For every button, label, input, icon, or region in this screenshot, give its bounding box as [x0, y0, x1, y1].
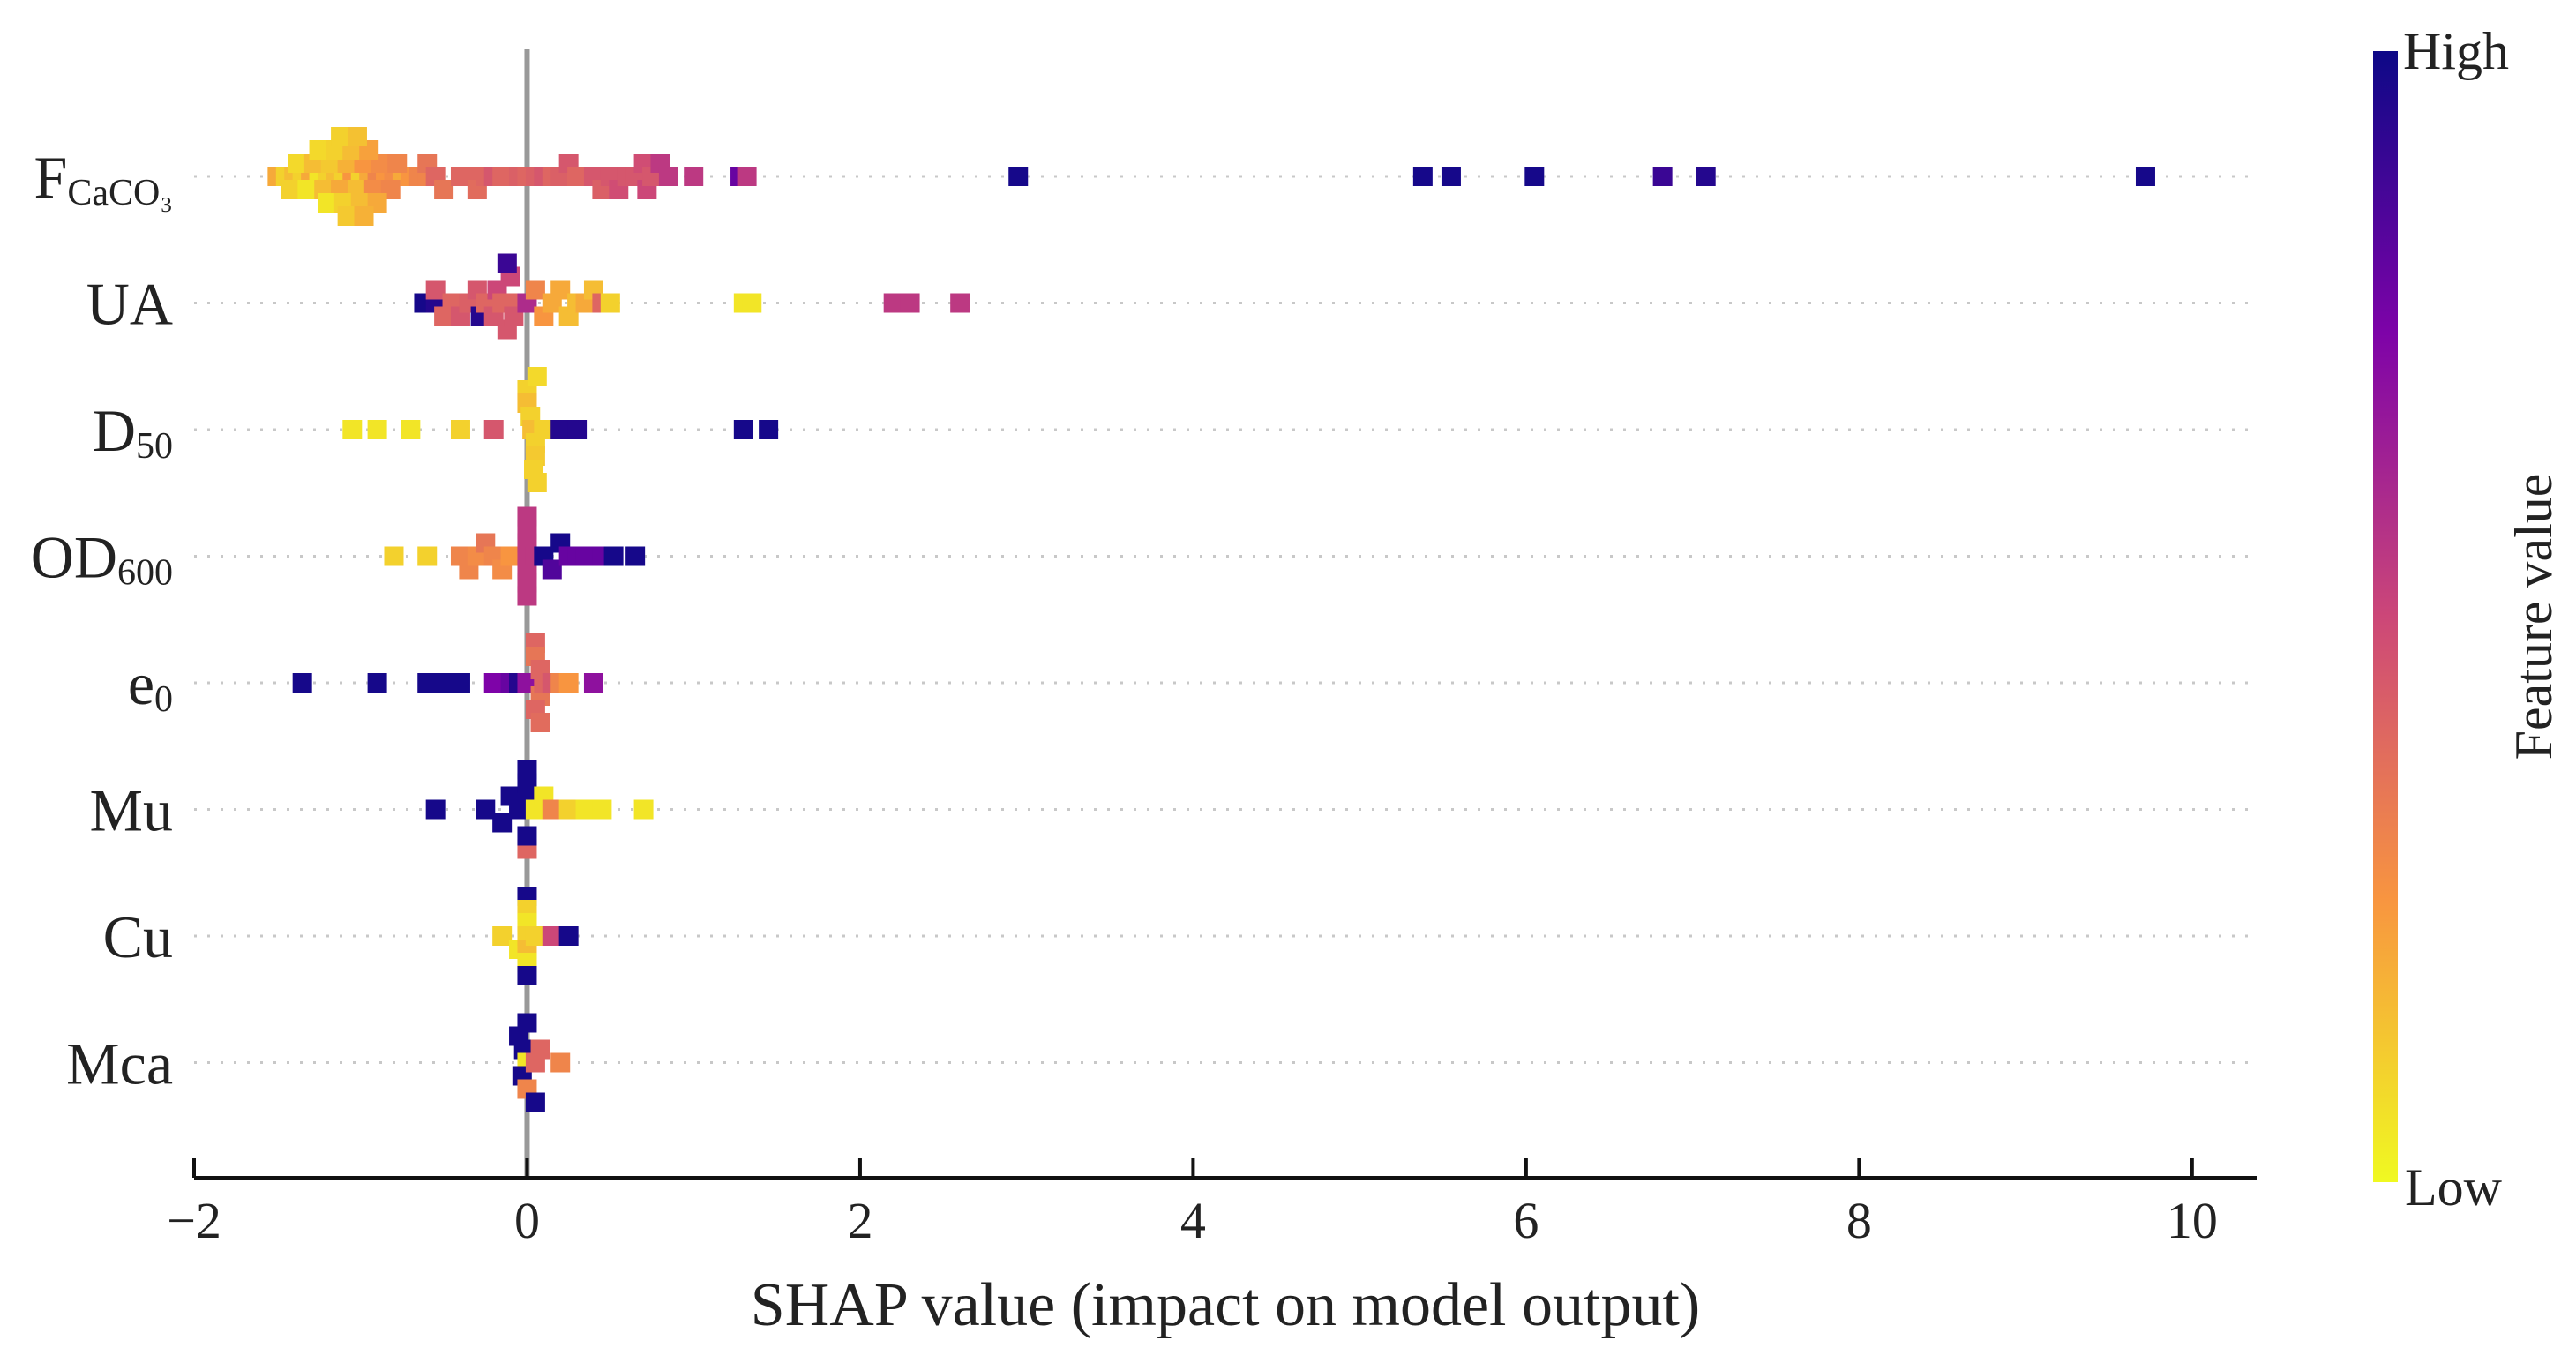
shap-point [483, 673, 504, 693]
feature-label-od: OD600 [31, 524, 173, 594]
shap-point [297, 180, 318, 199]
shap-point [525, 1092, 545, 1112]
shap-point [1412, 167, 1433, 186]
shap-point [527, 473, 547, 492]
shap-point [583, 673, 603, 693]
feature-label-d: D50 [93, 397, 173, 467]
shap-point [401, 420, 421, 439]
shap-point [542, 559, 562, 580]
shap-point [417, 673, 438, 693]
feature-label-e: e0 [128, 650, 173, 720]
shap-point [425, 280, 446, 300]
feature-label-cu: Cu [103, 903, 173, 970]
shap-point [542, 799, 562, 820]
shap-point [558, 926, 579, 946]
shap-point [950, 293, 970, 313]
shap-point [658, 167, 678, 186]
shap-point [425, 799, 446, 820]
shap-point [1652, 167, 1673, 186]
shap-point [281, 180, 301, 199]
shap-point [575, 799, 595, 820]
shap-point [354, 206, 374, 226]
shap-point [517, 1013, 537, 1033]
shap-point [550, 1052, 571, 1073]
shap-point [483, 420, 504, 439]
shap-point [384, 546, 404, 566]
shap-point [337, 206, 357, 226]
shap-point [450, 673, 470, 693]
feature-label-mca: Mca [66, 1030, 173, 1097]
shap-point [567, 420, 588, 439]
x-tick-label: 6 [1513, 1192, 1539, 1249]
shap-point [684, 167, 704, 186]
colorbar-title: Feature value [2505, 474, 2563, 760]
shap-point [331, 127, 351, 146]
shap-point [450, 420, 470, 439]
shap-point [517, 586, 537, 606]
shap-point [517, 966, 537, 985]
shap-point [567, 167, 588, 186]
shap-point [492, 813, 513, 833]
shap-point [530, 1039, 550, 1060]
x-axis-title: SHAP value (impact on model output) [751, 1271, 1700, 1339]
shap-point [525, 280, 545, 300]
shap-point [525, 926, 545, 946]
shap-point [288, 154, 308, 173]
x-tick-label: 10 [2167, 1192, 2218, 1249]
shap-point [492, 926, 513, 946]
feature-label-f: FCaCO₃ [34, 144, 173, 213]
shap-point [733, 420, 753, 439]
shap-point [558, 799, 579, 820]
shap-point [625, 546, 646, 566]
shap-point [592, 799, 612, 820]
x-tick-label: −2 [167, 1192, 221, 1249]
shap-point [497, 253, 517, 273]
feature-label-ua: UA [86, 271, 173, 338]
shap-point [550, 280, 571, 300]
x-tick-label: 2 [847, 1192, 872, 1249]
shap-point [1696, 167, 1716, 186]
feature-label-mu: Mu [90, 777, 173, 844]
shap-point [737, 167, 757, 186]
shap-point [900, 293, 920, 313]
shap-point [367, 420, 387, 439]
shap-point [1008, 167, 1029, 186]
shap-point [309, 140, 329, 160]
shap-point [534, 420, 554, 439]
shap-point [500, 546, 520, 566]
shap-point [1524, 167, 1545, 186]
shap-point [292, 673, 312, 693]
shap-point [600, 293, 620, 313]
shap-point [603, 546, 624, 566]
shap-point [417, 546, 438, 566]
colorbar-high-label: High [2403, 22, 2509, 80]
shap-point [759, 420, 779, 439]
shap-point [476, 799, 496, 820]
shap-point [387, 154, 408, 173]
shap-point [530, 713, 550, 732]
shap-point [527, 367, 547, 386]
shap-point [434, 180, 454, 199]
colorbar [2373, 51, 2398, 1182]
shap-point [342, 420, 363, 439]
colorbar-low-label: Low [2405, 1158, 2503, 1217]
x-tick-label: 8 [1846, 1192, 1872, 1249]
shap-point [517, 826, 537, 846]
shap-point [347, 127, 367, 146]
x-tick-label: 0 [514, 1192, 540, 1249]
shap-point [633, 799, 654, 820]
shap-point [550, 420, 571, 439]
shap-point [1441, 167, 1461, 186]
shap-point [367, 673, 387, 693]
shap-point [2135, 167, 2155, 186]
shap-point [542, 926, 562, 946]
x-tick-label: 4 [1180, 1192, 1206, 1249]
shap-point [558, 673, 579, 693]
shap-point [883, 293, 903, 313]
shap-point [742, 293, 762, 313]
shap-point [317, 193, 337, 213]
